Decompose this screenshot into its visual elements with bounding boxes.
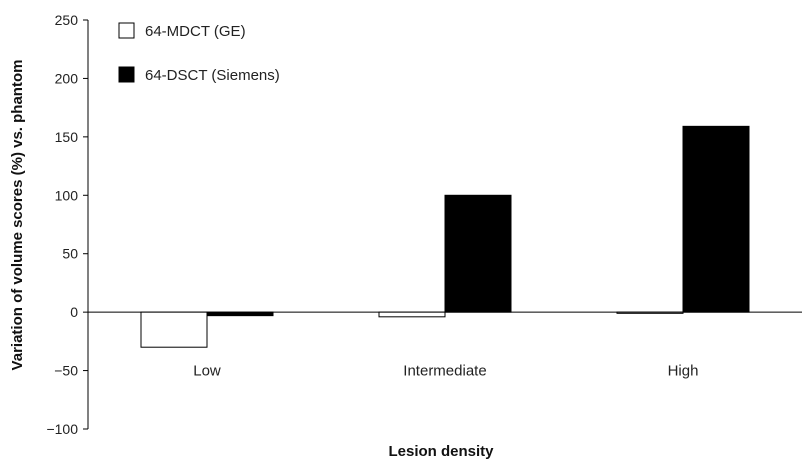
bars (140, 125, 750, 348)
y-tick-label: −100 (46, 421, 78, 437)
bar (616, 311, 684, 314)
x-axis-title: Lesion density (388, 443, 494, 460)
bar (140, 311, 208, 348)
y-tick-label: 250 (55, 12, 79, 28)
legend: 64-MDCT (GE) 64-DSCT (Siemens) (118, 22, 280, 84)
bar (378, 311, 446, 318)
legend-swatch (118, 66, 135, 83)
legend-swatch (118, 22, 135, 39)
y-tick-label: 0 (70, 304, 78, 320)
category-label: Low (193, 363, 221, 380)
bar (206, 311, 274, 317)
bar (444, 194, 512, 313)
bar (682, 125, 750, 313)
labels: −100 −50 0 50 100 150 200 250 Low Intermediate Hig… (46, 12, 698, 437)
y-axis-title: Variation of volume scores (%) vs. phant… (9, 60, 26, 371)
y-tick-label: 100 (55, 187, 79, 203)
y-tick-label: 150 (55, 129, 79, 145)
y-tick-label: −50 (54, 363, 78, 379)
category-label: High (668, 363, 699, 380)
y-tick-label: 50 (62, 246, 78, 262)
legend-label: 64-DSCT (Siemens) (145, 67, 280, 84)
category-label: Intermediate (403, 363, 486, 380)
legend-label: 64-MDCT (GE) (145, 23, 246, 40)
y-tick-label: 200 (55, 70, 79, 86)
